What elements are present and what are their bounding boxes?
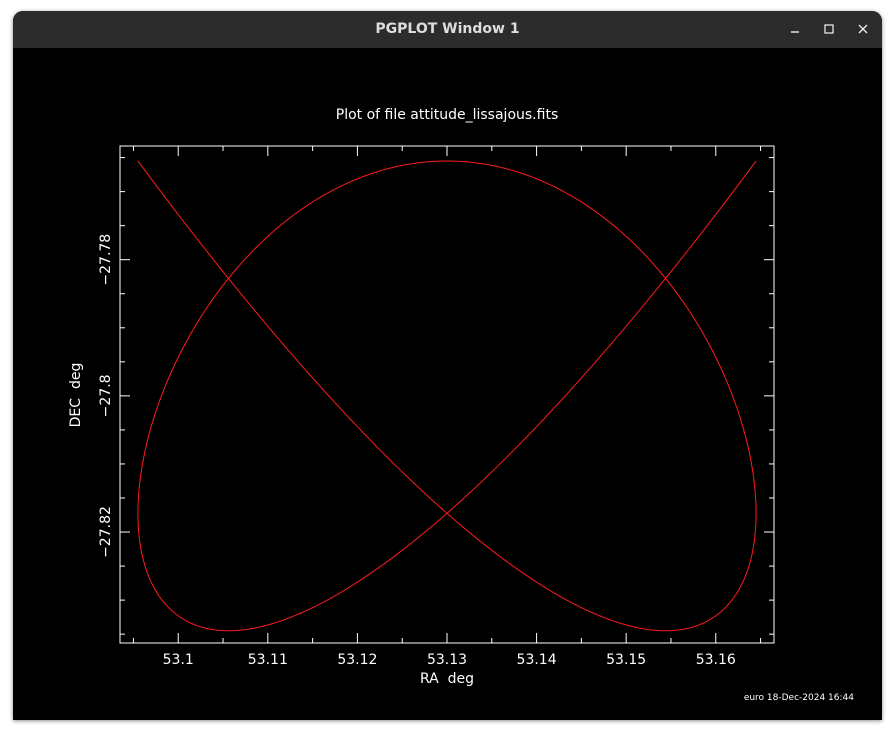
minimize-icon (789, 20, 801, 39)
y-tick-label: −27.8 (98, 374, 114, 417)
y-axis-label: DEC deg (68, 363, 84, 428)
maximize-button[interactable] (817, 17, 841, 41)
axis-ticks (120, 146, 774, 643)
chart-title: Plot of file attitude_lissajous.fits (336, 107, 558, 123)
x-tick-label: 53.15 (606, 652, 646, 668)
pgplot-window: PGPLOT Window 1 Plot of file attitude_li… (13, 11, 882, 720)
window-title: PGPLOT Window 1 (375, 21, 520, 37)
y-tick-label: −27.82 (98, 506, 114, 558)
x-tick-label: 53.16 (696, 652, 736, 668)
minimize-button[interactable] (783, 17, 807, 41)
x-tick-label: 53.1 (163, 652, 194, 668)
x-tick-label: 53.13 (427, 652, 467, 668)
maximize-icon (823, 20, 835, 39)
close-button[interactable] (851, 17, 875, 41)
y-tick-labels: −27.78 −27.8 −27.82 (98, 234, 114, 558)
chart-svg: Plot of file attitude_lissajous.fits 53.… (13, 48, 882, 720)
title-bar[interactable]: PGPLOT Window 1 (13, 11, 882, 48)
x-tick-label: 53.12 (337, 652, 377, 668)
y-tick-label: −27.78 (98, 234, 114, 286)
plot-canvas: Plot of file attitude_lissajous.fits 53.… (13, 48, 882, 720)
x-tick-label: 53.11 (248, 652, 288, 668)
x-tick-labels: 53.1 53.11 53.12 53.13 53.14 53.15 53.16 (163, 652, 736, 668)
x-axis-label: RA deg (420, 671, 474, 687)
x-tick-label: 53.14 (517, 652, 557, 668)
footer-stamp: euro 18-Dec-2024 16:44 (744, 693, 854, 703)
close-icon (857, 20, 869, 39)
lissajous-curve (137, 160, 757, 632)
